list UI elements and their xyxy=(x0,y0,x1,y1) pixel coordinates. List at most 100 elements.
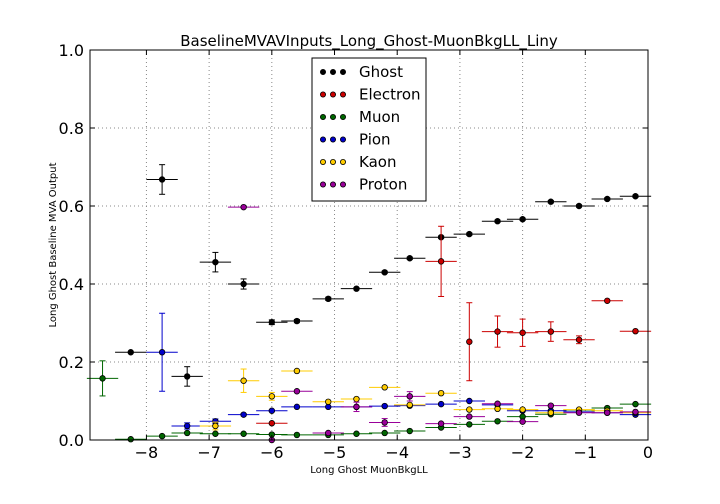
pion-point xyxy=(268,407,276,414)
legend-marker-electron xyxy=(329,91,336,98)
pion-point xyxy=(158,349,166,356)
legend-entry-muon: Muon xyxy=(319,108,400,126)
muon-point xyxy=(212,430,219,437)
legend-marker-proton xyxy=(339,181,346,188)
kaon-point xyxy=(466,406,473,413)
legend-entry-proton: Proton xyxy=(319,176,407,194)
proton-point xyxy=(632,408,639,416)
series-muon xyxy=(86,360,652,443)
series-layer xyxy=(86,164,652,444)
ghost-point xyxy=(547,198,555,205)
legend-marker-proton xyxy=(329,181,336,188)
ghost-point xyxy=(575,202,583,210)
ghost-point xyxy=(268,319,276,326)
kaon-point xyxy=(406,401,413,409)
series-electron xyxy=(256,225,652,427)
legend-marker-electron xyxy=(319,91,326,98)
kaon-point xyxy=(240,377,247,384)
plot-frame xyxy=(89,49,649,441)
ghost-point xyxy=(406,255,413,262)
proton-point xyxy=(406,393,413,400)
pion-point xyxy=(183,422,191,430)
legend-marker-proton xyxy=(319,181,326,188)
legend-entry-electron: Electron xyxy=(319,86,421,104)
y-tick-label: 0.4 xyxy=(59,275,84,294)
pion-point xyxy=(240,411,247,418)
series-proton xyxy=(227,203,652,444)
legend-marker-kaon xyxy=(329,158,336,165)
x-tick-label: −2 xyxy=(511,443,535,462)
legend-label-electron: Electron xyxy=(359,86,421,104)
kaon-point xyxy=(547,409,555,416)
y-axis-label: Long Ghost Baseline MVA Output xyxy=(48,162,59,327)
ghost-point xyxy=(240,280,247,288)
kaon-point xyxy=(325,398,332,405)
y-tick-label: 0.2 xyxy=(59,353,84,372)
proton-point xyxy=(547,402,555,409)
ghost-point xyxy=(381,269,388,276)
kaon-point xyxy=(437,390,445,397)
ghost-point xyxy=(127,349,134,356)
x-tick-label: 0 xyxy=(643,443,653,462)
legend: Ghost Electron Muon Pion Kaon Proton xyxy=(311,57,427,202)
legend-label-pion: Pion xyxy=(359,131,391,149)
proton-point xyxy=(240,203,247,211)
electron-point xyxy=(466,338,473,345)
legend-label-ghost: Ghost xyxy=(359,63,403,81)
legend-box xyxy=(311,57,427,202)
ghost-point xyxy=(519,216,526,223)
legend-marker-muon xyxy=(319,114,326,121)
proton-point xyxy=(293,388,301,395)
y-tick-label: 0.8 xyxy=(59,119,84,138)
proton-point xyxy=(519,418,526,425)
legend-marker-kaon xyxy=(339,158,346,165)
kaon-point xyxy=(293,367,301,375)
legend-marker-muon xyxy=(339,114,346,121)
y-tick-label: 0.6 xyxy=(59,197,84,216)
muon-point xyxy=(353,430,360,437)
muon-point xyxy=(158,432,166,440)
ghost-point xyxy=(494,218,501,225)
pion-point xyxy=(466,397,473,405)
legend-entry-ghost: Ghost xyxy=(319,63,403,81)
pion-point xyxy=(293,403,301,411)
legend-marker-ghost xyxy=(339,69,346,76)
muon-point xyxy=(240,430,247,437)
y-tick-label: 1.0 xyxy=(59,41,84,60)
kaon-point xyxy=(519,406,526,413)
x-tick-label: −6 xyxy=(260,443,284,462)
legend-marker-muon xyxy=(329,114,336,121)
electron-point xyxy=(575,336,583,343)
muon-point xyxy=(406,427,413,435)
legend-label-kaon: Kaon xyxy=(359,153,396,171)
muon-point xyxy=(466,421,473,428)
legend-marker-electron xyxy=(339,91,346,98)
muon-point xyxy=(632,400,639,408)
ghost-point xyxy=(353,285,360,292)
legend-marker-pion xyxy=(339,136,346,143)
proton-point xyxy=(437,420,445,427)
electron-point xyxy=(632,327,639,335)
y-tick-label: 0.0 xyxy=(59,431,84,450)
legend-marker-ghost xyxy=(319,69,326,76)
legend-marker-ghost xyxy=(329,69,336,76)
x-tick-label: −5 xyxy=(323,443,347,462)
ghost-point xyxy=(466,230,473,238)
muon-point xyxy=(183,429,191,437)
legend-entry-kaon: Kaon xyxy=(319,153,396,171)
legend-marker-pion xyxy=(319,136,326,143)
legend-entry-pion: Pion xyxy=(319,131,391,149)
muon-point xyxy=(381,429,388,437)
x-axis-label: Long Ghost MuonBkgLL xyxy=(310,465,428,476)
muon-point xyxy=(293,431,301,439)
proton-point xyxy=(381,419,388,426)
ghost-point xyxy=(183,373,191,380)
muon-point xyxy=(127,436,134,443)
pion-point xyxy=(437,400,445,408)
kaon-point xyxy=(212,422,219,430)
series-ghost xyxy=(115,164,652,387)
ghost-point xyxy=(158,176,166,183)
proton-point xyxy=(466,413,473,420)
ghost-point xyxy=(212,258,219,266)
